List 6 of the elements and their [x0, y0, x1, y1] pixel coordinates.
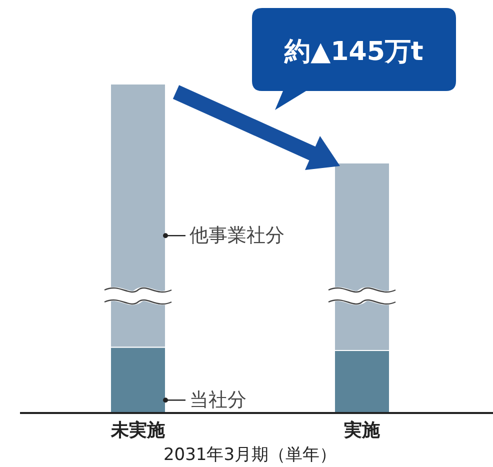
text: 約▲145万t	[284, 37, 424, 67]
x-tick-label: 実施	[343, 420, 380, 441]
series-label: 当社分	[190, 389, 246, 412]
x-tick-label: 未実施	[110, 420, 165, 441]
x-axis-title: 2031年3月期（単年）	[163, 445, 337, 465]
series-label: 他事業社分	[190, 224, 284, 247]
